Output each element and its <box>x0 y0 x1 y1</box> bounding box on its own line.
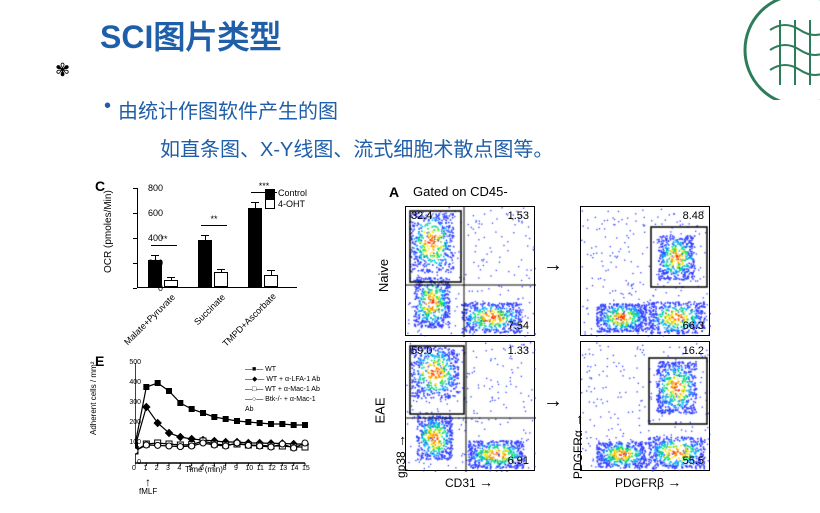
gate-arrow-2: → <box>543 390 563 413</box>
decorative-flower-icon: ✾ <box>55 60 70 81</box>
flow-plot-naive-left: 32.41.537.54 <box>405 206 535 336</box>
panel-a-label: A <box>389 184 399 200</box>
fmlf-label: fMLF <box>139 487 157 496</box>
bullet-dot: • <box>104 95 111 118</box>
panel-e-ylabel: Adherent cells / mm² <box>89 362 98 435</box>
bullet-text-1: 由统计作图软件产生的图 <box>118 101 338 123</box>
legend-control: Control <box>278 188 307 198</box>
ytick: 400 <box>133 233 163 243</box>
corner-logo <box>740 0 820 100</box>
panel-c-legend: Control 4-OHT <box>265 188 307 209</box>
bullet-line-2: 如直条图、X-Y线图、流式细胞术散点图等。 <box>160 133 553 162</box>
panel-e-linechart: E Adherent cells / mm² Time (min) ↑ fMLF… <box>95 353 325 498</box>
gated-label: Gated on CD45- <box>413 184 508 199</box>
ytick: 800 <box>133 183 163 193</box>
y-axis-gp38: gp38 → <box>392 434 408 478</box>
gate-arrow-1: → <box>543 254 563 277</box>
bullet-line-1: • 由统计作图软件产生的图 <box>118 95 338 124</box>
panel-a-flow: A Gated on CD45- Naive EAE 32.41.537.54 … <box>375 178 735 488</box>
x-axis-cd31: CD31 → <box>445 474 493 490</box>
panel-e-legend: —■— WT—◆— WT + α-LFA-1 Ab—□— WT + α-Mac-… <box>245 365 325 415</box>
flow-plot-eae-left: 59.01.336.91 <box>405 341 535 471</box>
panel-c-barchart: C OCR (pmoles/Min) **Malate+Pyruvate**Su… <box>95 178 325 338</box>
y-axis-pdgfra: PDGFRα → <box>569 413 585 479</box>
flow-plot-eae-right: 16.255.5 <box>580 341 710 471</box>
ytick: 600 <box>133 208 163 218</box>
bullet-text-2: 如直条图、X-Y线图、流式细胞术散点图等。 <box>160 139 553 161</box>
legend-4oht: 4-OHT <box>278 199 305 209</box>
slide-title: SCI图片类型 <box>100 12 281 58</box>
figure-panels: C OCR (pmoles/Min) **Malate+Pyruvate**Su… <box>95 178 735 498</box>
ytick: 0 <box>133 283 163 293</box>
row-label-naive: Naive <box>376 259 391 292</box>
x-axis-pdgfrb: PDGFRβ → <box>615 474 681 490</box>
row-label-eae: EAE <box>373 397 388 423</box>
panel-c-ylabel: OCR (pmoles/Min) <box>103 190 114 273</box>
flow-plot-naive-right: 8.4866.3 <box>580 206 710 336</box>
ytick: 200 <box>133 258 163 268</box>
